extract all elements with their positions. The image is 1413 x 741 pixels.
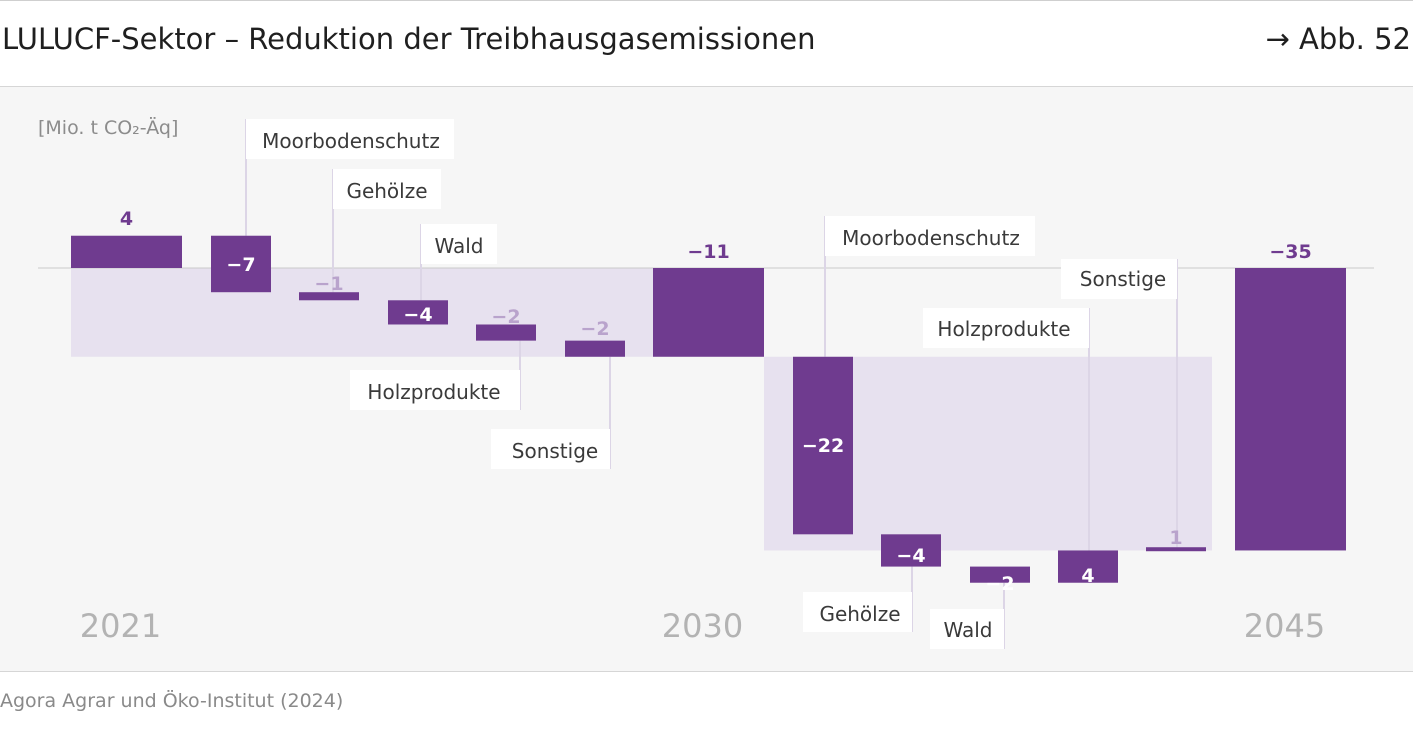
label-gehoelze-2: Gehölze — [819, 602, 900, 626]
label-sonstige-2: Sonstige — [1080, 267, 1166, 291]
value-total-2045: −35 — [1269, 241, 1311, 263]
bar-wald-2 — [970, 566, 1030, 583]
source-note: Agora Agrar und Öko-Institut (2024) — [0, 690, 344, 712]
reduction-band-2030 — [71, 268, 653, 357]
unit-label: [Mio. t CO₂-Äq] — [38, 116, 178, 139]
label-wald-2-box — [930, 609, 1004, 649]
value-gehoelze-1: −1 — [314, 273, 343, 295]
value-sonstige-1: −2 — [580, 318, 609, 340]
label-moorbodenschutz-1: Moorbodenschutz — [262, 129, 440, 153]
label-holzprodukte-2-box — [923, 308, 1089, 348]
value-gehoelze-2: −4 — [896, 545, 925, 567]
bar-moorbodenschutz-2 — [793, 356, 853, 535]
value-wald-2: −2 — [985, 573, 1014, 595]
bar-total-2021 — [71, 235, 182, 268]
label-wald-2: Wald — [943, 618, 992, 642]
label-sonstige-1-box — [491, 429, 610, 469]
bar-moorbodenschutz-1 — [211, 235, 271, 293]
bar-holzprodukte-1 — [476, 324, 536, 341]
label-moorbodenschutz-2-box — [825, 216, 1035, 256]
label-holzprodukte-2: Holzprodukte — [937, 317, 1070, 341]
label-moorbodenschutz-2: Moorbodenschutz — [842, 226, 1020, 250]
value-sonstige-2: 1 — [1169, 527, 1182, 549]
bar-holzprodukte-2 — [1058, 550, 1118, 583]
bar-gehoelze-2 — [881, 534, 941, 567]
bar-sonstige-2 — [1146, 547, 1206, 552]
chart-title: LULUCF-Sektor – Reduktion der Treibhausg… — [2, 22, 816, 56]
value-holzprodukte-2: 4 — [1081, 565, 1094, 587]
label-sonstige-2-box — [1061, 259, 1177, 299]
header: LULUCF-Sektor – Reduktion der Treibhausg… — [0, 0, 1413, 86]
bar-total-2030 — [653, 268, 764, 357]
year-label-2021: 2021 — [80, 607, 161, 645]
chart-panel: [Mio. t CO₂-Äq] Moorbodenschutz Gehölze Wal… — [0, 86, 1413, 672]
value-wald-1: −4 — [403, 304, 432, 326]
bar-gehoelze-1 — [299, 292, 359, 301]
label-wald-1-box — [421, 224, 497, 264]
label-sonstige-1: Sonstige — [512, 439, 598, 463]
label-holzprodukte-1: Holzprodukte — [367, 380, 500, 404]
label-gehoelze-2-box — [803, 592, 912, 632]
top-rule — [0, 0, 1413, 1]
value-total-2021: 4 — [120, 208, 133, 230]
value-total-2030: −11 — [687, 241, 729, 263]
bar-sonstige-1 — [565, 340, 625, 357]
value-holzprodukte-1: −2 — [491, 306, 520, 328]
bar-wald-1 — [388, 300, 448, 325]
year-label-2045: 2045 — [1244, 607, 1325, 645]
label-gehoelze-1-box — [333, 169, 441, 209]
year-label-2030: 2030 — [662, 607, 743, 645]
value-moorbodenschutz-1: −7 — [226, 254, 255, 276]
figure-reference-link[interactable]: → Abb. 52 — [1265, 22, 1411, 56]
waterfall-chart: [Mio. t CO₂-Äq] Moorbodenschutz Gehölze Wal… — [38, 116, 1374, 649]
label-wald-1: Wald — [434, 234, 483, 258]
label-gehoelze-1: Gehölze — [346, 179, 427, 203]
label-holzprodukte-1-box — [350, 370, 520, 410]
value-moorbodenschutz-2: −22 — [802, 435, 844, 457]
bar-total-2045 — [1235, 268, 1346, 551]
label-moorbodenschutz-1-box — [246, 119, 454, 159]
